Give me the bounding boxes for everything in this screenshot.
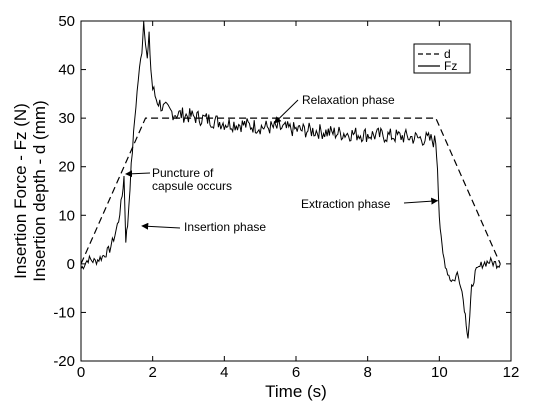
y-tick-label: 0 [67, 256, 75, 273]
y-axis-title-force: Insertion Force - Fz (N) [11, 103, 30, 279]
y-tick-label: -20 [53, 353, 75, 370]
x-tick-label: 6 [292, 364, 300, 381]
annotation: Extraction phase [301, 197, 439, 211]
x-tick-label: 0 [77, 364, 85, 381]
legend-box [413, 43, 471, 74]
annotation-arrow [403, 197, 439, 205]
annotation-arrow [125, 170, 151, 178]
y-tick-label: 10 [58, 207, 75, 224]
legend-label-fz: Fz [444, 59, 457, 73]
y-axis-title-depth: Insertion depth - d (mm) [30, 100, 49, 281]
y-tick-label: 50 [58, 13, 75, 30]
annotation-text: Extraction phase [301, 197, 391, 211]
annotation-arrow [141, 222, 181, 230]
series-line-d [80, 117, 501, 265]
legend: dFz [413, 43, 471, 74]
x-tick-label: 2 [148, 364, 156, 381]
annotation: Relaxation phase [273, 93, 395, 124]
y-tick-label: 20 [58, 159, 75, 176]
annotation-text: Puncture of [152, 166, 214, 180]
annotation: Insertion phase [141, 220, 266, 234]
annotation-text: Insertion phase [184, 220, 266, 234]
y-tick-label: 40 [58, 62, 75, 79]
annotation-text: Relaxation phase [302, 93, 395, 107]
series-line-fz [80, 21, 501, 339]
y-tick-label: -10 [53, 304, 75, 321]
y-tick-label: 30 [58, 110, 75, 127]
x-tick-label: 10 [431, 364, 448, 381]
axes-layer: 0 2 4 6 8 10 12 -20 -10 0 10 20 30 40 50 [53, 13, 519, 381]
x-tick-label: 8 [363, 364, 371, 381]
x-tick-label: 12 [503, 364, 520, 381]
series-layer [80, 21, 501, 339]
annotation-arrow [273, 99, 299, 124]
legend-label-d: d [444, 47, 451, 61]
x-axis-title: Time (s) [265, 382, 327, 401]
x-tick-label: 4 [220, 364, 228, 381]
annotation-text: capsule occurs [152, 179, 232, 193]
